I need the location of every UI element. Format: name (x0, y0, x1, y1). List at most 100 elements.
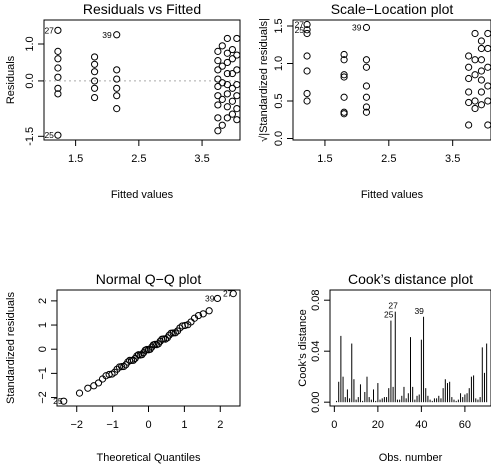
data-point (233, 66, 240, 74)
data-point (465, 88, 473, 96)
qq-point (118, 363, 126, 371)
data-point (477, 56, 486, 64)
x-tick-label: −2 (70, 419, 83, 431)
data-point (90, 93, 99, 102)
plot-box (43, 19, 241, 141)
data-point (214, 127, 222, 135)
point-label: 39 (352, 23, 362, 33)
data-point (214, 101, 222, 109)
data-point (214, 75, 222, 83)
data-point (465, 52, 473, 60)
point-label: 25 (53, 396, 63, 406)
y-tick-label: 2 (37, 298, 49, 304)
data-point (223, 69, 231, 78)
data-point (465, 74, 473, 83)
point-label: 25 (295, 25, 305, 35)
y-tick-label: −2 (37, 391, 49, 404)
y-axis-label: Standardized residuals (5, 292, 17, 404)
data-point (113, 84, 121, 92)
y-axis-label: Cook’s distance (297, 309, 309, 386)
y-tick-label: 1.5 (273, 18, 285, 33)
y-tick-label: 0 (37, 346, 49, 352)
y-tick-label: 1 (37, 322, 49, 328)
x-tick-label: 1 (181, 419, 187, 431)
data-point (233, 81, 240, 89)
data-point (477, 37, 486, 45)
chart-title: Normal Q−Q plot (96, 271, 202, 287)
residuals-vs-fitted-panel: Residuals vs Fitted Fitted values Residual… (5, 1, 241, 201)
x-tick-label: 20 (372, 419, 384, 431)
data-point (113, 105, 121, 113)
chart-title: Residuals vs Fitted (83, 1, 201, 17)
data-point (113, 31, 121, 39)
data-point (214, 92, 222, 100)
data-point (214, 114, 222, 122)
data-point (233, 92, 240, 100)
data-point (303, 29, 311, 38)
point-label: 39 (414, 306, 424, 316)
data-point (303, 20, 311, 29)
data-point (340, 50, 348, 59)
qq-point (181, 321, 189, 330)
data-point (362, 56, 371, 64)
cooks-distance-panel: Cook’s distance plot Obs. number Cook’s di… (297, 271, 491, 464)
data-point (223, 81, 231, 89)
data-point (233, 34, 240, 43)
qq-point (60, 397, 68, 405)
data-point (218, 79, 226, 87)
point-label: 25 (384, 310, 394, 320)
x-axis-label: Obs. number (379, 452, 443, 464)
data-point (340, 93, 348, 101)
point-label: 27 (388, 301, 398, 311)
data-point (90, 68, 99, 76)
qq-point (129, 356, 137, 364)
data-point (228, 97, 237, 105)
data-point (113, 92, 121, 100)
normal-qq-panel: Normal Q−Q plot Theoretical Quantiles Stan… (5, 271, 241, 464)
data-point (465, 98, 473, 107)
data-point (54, 73, 62, 81)
point-label: 27 (295, 20, 305, 30)
data-point (113, 66, 121, 74)
data-point (223, 114, 231, 122)
x-tick-label: 3.5 (194, 153, 209, 165)
x-axis-label: Fitted values (361, 189, 424, 201)
data-point (54, 64, 62, 72)
x-tick-label: 1.5 (68, 153, 83, 165)
data-point (228, 69, 237, 78)
qq-point (199, 310, 207, 318)
plot-box (329, 289, 491, 407)
data-point (340, 71, 348, 79)
qq-point (84, 384, 92, 392)
x-tick-label: 2.5 (381, 153, 396, 165)
data-point (477, 76, 486, 84)
y-axis-label: √|Standardized residuals| (258, 18, 270, 142)
data-point (471, 29, 479, 38)
data-point (303, 89, 311, 98)
chart-title: Cook’s distance plot (348, 271, 473, 287)
data-point (303, 97, 311, 105)
x-tick-label: 0 (331, 419, 337, 431)
data-point (471, 71, 479, 79)
y-tick-label: 1.0 (273, 56, 285, 71)
data-point (477, 101, 486, 109)
qq-point (169, 329, 177, 337)
x-tick-label: 40 (415, 419, 427, 431)
y-tick-label: 0.0 (24, 73, 36, 88)
data-point (228, 110, 237, 118)
data-point (471, 97, 479, 105)
point-label: 27 (223, 289, 233, 299)
data-point (223, 103, 231, 111)
data-point (471, 104, 479, 113)
data-point (54, 55, 62, 63)
data-point (477, 67, 486, 75)
data-point (223, 58, 231, 67)
qq-point (165, 331, 173, 339)
x-tick-label: 3.5 (445, 153, 460, 165)
data-point (362, 103, 371, 111)
data-point (465, 63, 473, 71)
data-point (54, 47, 62, 55)
x-tick-label: 1.5 (317, 153, 332, 165)
qq-point (94, 379, 103, 387)
